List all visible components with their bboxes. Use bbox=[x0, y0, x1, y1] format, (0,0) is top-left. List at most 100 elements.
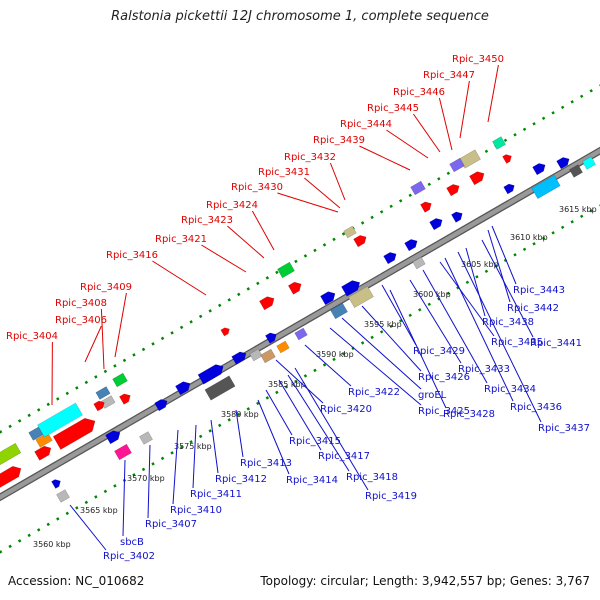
gene-feature bbox=[410, 180, 426, 196]
gene-label-lower: Rpic_3426 bbox=[418, 372, 470, 383]
gene-arrow bbox=[0, 466, 22, 490]
gene-feature bbox=[175, 381, 191, 396]
gene-feature bbox=[51, 479, 61, 489]
gene-feature bbox=[412, 256, 426, 270]
leader-line-lower bbox=[304, 344, 352, 387]
gene-box bbox=[204, 375, 236, 401]
gene-label-lower: Rpic_3410 bbox=[170, 505, 222, 516]
gene-arrow bbox=[420, 201, 432, 213]
leader-line-lower bbox=[409, 279, 462, 364]
gene-label-lower: Rpic_3402 bbox=[103, 551, 155, 562]
kbp-label: 3570 kbp bbox=[127, 474, 165, 483]
leader-line-upper bbox=[100, 308, 105, 370]
gene-box bbox=[449, 157, 465, 173]
gene-feature bbox=[503, 183, 515, 195]
gene-label-lower: Rpic_3422 bbox=[348, 387, 400, 398]
gene-feature bbox=[231, 351, 247, 365]
kbp-label: 3595 kbp bbox=[364, 320, 402, 329]
leader-line-upper bbox=[412, 113, 441, 153]
leader-line-lower bbox=[287, 374, 350, 472]
leader-line-lower bbox=[457, 251, 542, 423]
leader-line-upper bbox=[386, 129, 429, 159]
leader-line-lower bbox=[422, 269, 488, 384]
gene-box bbox=[348, 285, 374, 309]
leader-line-lower bbox=[491, 225, 517, 285]
leader-line-lower bbox=[487, 229, 511, 303]
gene-label-upper: Rpic_3424 bbox=[206, 200, 258, 211]
gene-feature bbox=[52, 417, 96, 450]
gene-box bbox=[330, 302, 348, 320]
gene-arrow bbox=[287, 281, 302, 295]
gene-feature bbox=[531, 174, 561, 200]
gene-feature bbox=[56, 489, 70, 503]
gene-label-upper: Rpic_3421 bbox=[155, 234, 207, 245]
gene-feature bbox=[287, 281, 302, 295]
gene-label-lower: Rpic_3412 bbox=[215, 474, 267, 485]
leader-line-upper bbox=[84, 325, 102, 363]
gene-feature bbox=[330, 302, 348, 320]
gene-box bbox=[412, 256, 426, 270]
gene-label-upper: Rpic_3447 bbox=[423, 70, 475, 81]
gene-feature bbox=[353, 235, 367, 248]
gene-feature bbox=[0, 442, 22, 468]
gene-label-upper: Rpic_3406 bbox=[55, 315, 107, 326]
leader-line-upper bbox=[152, 260, 207, 296]
gene-feature bbox=[294, 327, 308, 341]
leader-line-lower bbox=[172, 429, 179, 505]
gene-feature bbox=[220, 327, 230, 337]
gene-label-lower: Rpic_3413 bbox=[240, 458, 292, 469]
gene-box bbox=[112, 372, 128, 388]
leader-line-upper bbox=[114, 292, 127, 358]
map-title: Ralstonia pickettii 12J chromosome 1, co… bbox=[111, 9, 489, 24]
gene-arrow bbox=[532, 163, 546, 176]
leader-line-upper bbox=[251, 210, 275, 251]
gene-label-upper: Rpic_3431 bbox=[258, 167, 310, 178]
gene-feature bbox=[449, 157, 465, 173]
gene-label-upper: Rpic_3416 bbox=[106, 250, 158, 261]
gene-feature bbox=[93, 400, 105, 412]
leader-line-lower bbox=[439, 261, 495, 337]
gene-box bbox=[277, 261, 295, 279]
gene-feature bbox=[569, 164, 583, 178]
leader-line-lower bbox=[257, 399, 290, 475]
gene-arrow bbox=[502, 154, 512, 164]
leader-line-upper bbox=[329, 162, 346, 201]
leader-line-lower bbox=[122, 459, 126, 537]
gene-feature bbox=[277, 261, 295, 279]
gene-label-lower: Rpic_3441 bbox=[530, 338, 582, 349]
gene-feature bbox=[532, 163, 546, 176]
gene-label-upper: Rpic_3423 bbox=[181, 215, 233, 226]
lower-tick-rail bbox=[0, 204, 600, 554]
gene-arrow bbox=[34, 445, 52, 461]
gene-feature bbox=[0, 466, 22, 490]
gene-label-upper: Rpic_3446 bbox=[393, 87, 445, 98]
leader-line-upper bbox=[487, 64, 499, 123]
gene-arrow bbox=[119, 393, 131, 405]
gene-label-upper: Rpic_3404 bbox=[6, 331, 58, 342]
leader-line-lower bbox=[341, 317, 422, 390]
gene-arrow bbox=[556, 157, 570, 170]
gene-box bbox=[56, 489, 70, 503]
gene-box bbox=[343, 225, 357, 239]
kbp-label: 3610 kbp bbox=[510, 233, 548, 242]
gene-label-upper: Rpic_3430 bbox=[231, 182, 283, 193]
gene-label-upper: Rpic_3409 bbox=[80, 282, 132, 293]
gene-label-upper: Rpic_3445 bbox=[367, 103, 419, 114]
gene-arrow bbox=[451, 211, 463, 223]
leader-line-upper bbox=[459, 80, 470, 139]
leader-line-lower bbox=[465, 247, 486, 317]
gene-label-lower: Rpic_3415 bbox=[289, 436, 341, 447]
gene-arrow bbox=[404, 239, 418, 252]
gene-arrow bbox=[320, 291, 336, 306]
gene-label-lower: Rpic_3420 bbox=[320, 404, 372, 415]
leader-line-lower bbox=[265, 389, 293, 436]
gene-feature bbox=[320, 291, 336, 306]
gene-feature bbox=[95, 386, 111, 400]
gene-arrow bbox=[341, 280, 361, 297]
gene-arrow bbox=[353, 235, 367, 248]
gene-label-upper: Rpic_3432 bbox=[284, 152, 336, 163]
gene-label-lower: Rpic_3418 bbox=[346, 472, 398, 483]
kbp-label: 3590 kbp bbox=[316, 350, 354, 359]
gene-feature bbox=[404, 239, 418, 252]
